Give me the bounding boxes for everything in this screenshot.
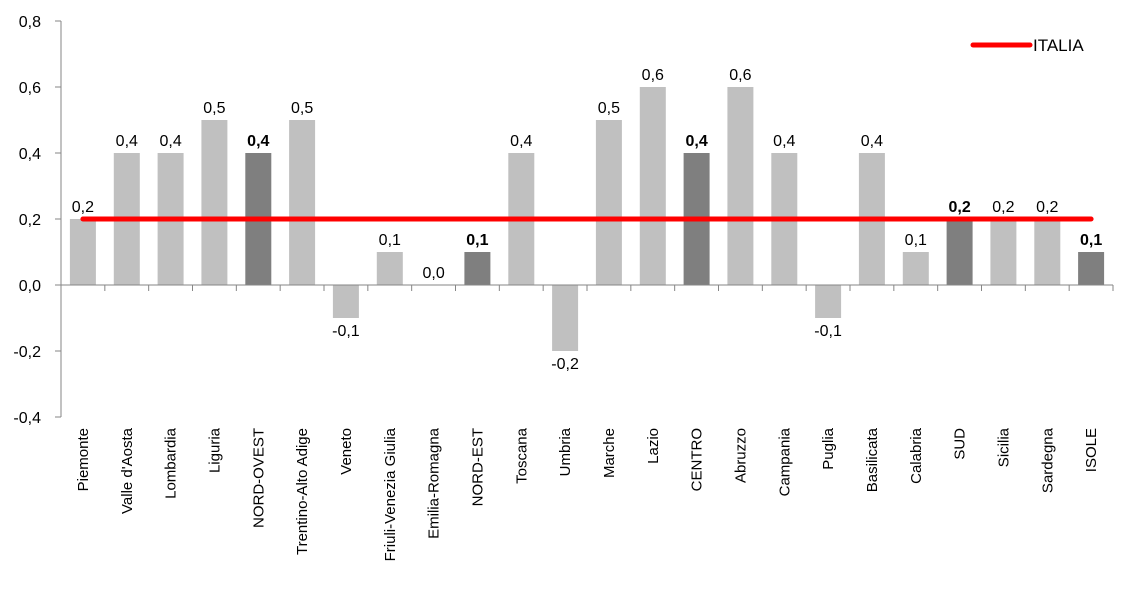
legend: ITALIA [970,36,1084,55]
axes-group: 0,8 0,6 0,4 0,2 0,0 -0,2 -0,4 [13,14,1114,427]
y-tick-label-3: 0,2 [19,212,41,229]
category-label-8: Emilia-Romagna [426,427,443,539]
data-label-15: 0,6 [729,67,751,84]
bar-23 [1078,252,1105,285]
category-label-1: Valle d'Aosta [119,427,136,514]
data-label-10: 0,4 [510,133,532,150]
bar-0 [69,219,96,285]
bar-19 [902,252,929,285]
data-label-20: 0,2 [948,199,970,216]
category-label-7: Friuli-Venezia Giulia [382,427,399,561]
data-label-19: 0,1 [905,232,927,249]
data-label-14: 0,4 [685,133,707,150]
category-label-21: Sicilia [995,427,1012,467]
category-label-4: NORD-OVEST [250,428,267,528]
bar-17 [815,285,842,318]
bar-5 [289,120,316,285]
bar-13 [639,87,666,285]
data-label-13: 0,6 [642,67,664,84]
data-label-3: 0,5 [203,100,225,117]
category-label-19: Calabria [908,427,925,484]
bar-3 [201,120,228,285]
bar-6 [332,285,359,318]
data-label-5: 0,5 [291,100,313,117]
category-label-20: SUD [952,428,969,460]
data-label-1: 0,4 [116,133,138,150]
y-tick-label-2: 0,4 [19,146,41,163]
y-tick-label-6: -0,4 [13,410,41,427]
bar-15 [727,87,754,285]
bar-12 [595,120,622,285]
bar-22 [1034,219,1061,285]
category-label-13: Lazio [645,428,662,464]
bar-21 [990,219,1017,285]
data-label-18: 0,4 [861,133,883,150]
data-label-0: 0,2 [72,199,94,216]
legend-label: ITALIA [1033,36,1084,55]
y-tick-label-0: 0,8 [19,14,41,31]
category-label-22: Sardegna [1039,427,1056,493]
bar-9 [464,252,491,285]
data-label-16: 0,4 [773,133,795,150]
bar-11 [552,285,579,351]
category-label-18: Basilicata [864,427,881,492]
category-label-9: NORD-EST [469,428,486,506]
category-label-23: ISOLE [1083,428,1100,472]
data-label-9: 0,1 [466,232,488,249]
data-label-4: 0,4 [247,133,269,150]
category-label-3: Liguria [206,427,223,473]
data-label-8: 0,0 [422,265,444,282]
category-label-15: Abruzzo [732,428,749,483]
category-label-11: Umbria [557,427,574,476]
category-label-0: Piemonte [75,428,92,491]
data-label-21: 0,2 [992,199,1014,216]
category-label-12: Marche [601,428,618,478]
data-label-6: -0,1 [332,323,360,340]
category-label-10: Toscana [513,427,530,484]
y-tick-label-4: 0,0 [19,278,41,295]
bar-20 [946,219,973,285]
category-label-14: CENTRO [689,428,706,491]
data-label-22: 0,2 [1036,199,1058,216]
data-label-2: 0,4 [159,133,181,150]
data-label-12: 0,5 [598,100,620,117]
y-tick-label-5: -0,2 [13,344,41,361]
data-label-23: 0,1 [1080,232,1102,249]
data-label-11: -0,2 [551,356,579,373]
category-label-16: Campania [776,427,793,496]
data-label-17: -0,1 [814,323,842,340]
bar-7 [376,252,403,285]
category-label-5: Trentino-Alto Adige [294,428,311,555]
category-label-17: Puglia [820,427,837,469]
category-label-6: Veneto [338,428,355,475]
category-label-2: Lombardia [163,427,180,499]
data-label-7: 0,1 [379,232,401,249]
labels-group: 0,2 Piemonte 0,4 Valle d'Aosta 0,4 Lombardia 0… [72,67,1103,561]
y-tick-label-1: 0,6 [19,80,41,97]
